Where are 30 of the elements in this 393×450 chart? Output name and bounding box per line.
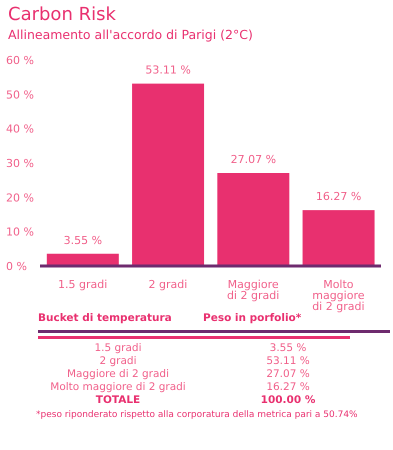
data-label: 16.27 % [316, 190, 362, 204]
y-tick-label: 0 % [6, 260, 27, 273]
y-tick-label: 60 % [6, 54, 34, 67]
text: 100.00 % [260, 394, 316, 407]
y-tick-label: 40 % [6, 122, 34, 136]
category-label: 1.5 gradi [94, 342, 142, 354]
x-tick-label: Maggiore di 2 gradi [226, 278, 280, 302]
text: 53.11 % [266, 355, 310, 367]
y-tick-label: 10 % [6, 226, 34, 239]
chart-subtitle: Allineamento all'accordo di Parigi (2°C) [7, 26, 254, 44]
category-label: Maggiore di 2 gradi [67, 368, 169, 380]
category-label: Molto maggiore di 2 gradi [50, 381, 186, 393]
y-tick-label: 30 % [6, 157, 34, 170]
text: TOTALE [94, 394, 142, 407]
data-label: 27.07 % [230, 153, 276, 166]
text: Bucket di temperatura [38, 312, 173, 324]
data-label: 53.11 % [145, 64, 191, 77]
data-label: 3.55 % [64, 234, 102, 247]
text: 3.55 % [270, 342, 306, 354]
text: 16.27 % [266, 381, 310, 393]
x-tick-label: 1.5 gradi [58, 278, 108, 291]
text: 27.07 % [266, 368, 310, 380]
y-tick-label: 20 % [6, 191, 34, 204]
category-label: 2 gradi [99, 355, 137, 367]
text: *peso riponderato rispetto alla corporatura della metrica pari a 50.74% [36, 410, 359, 420]
text: Peso in porfolio* [203, 312, 302, 324]
x-tick-label: Molto maggiore di 2 gradi [312, 278, 365, 313]
chart-title: Carbon Risk [7, 3, 117, 26]
x-tick-label: 2 gradi [148, 278, 188, 291]
y-tick-label: 50 % [6, 88, 34, 102]
